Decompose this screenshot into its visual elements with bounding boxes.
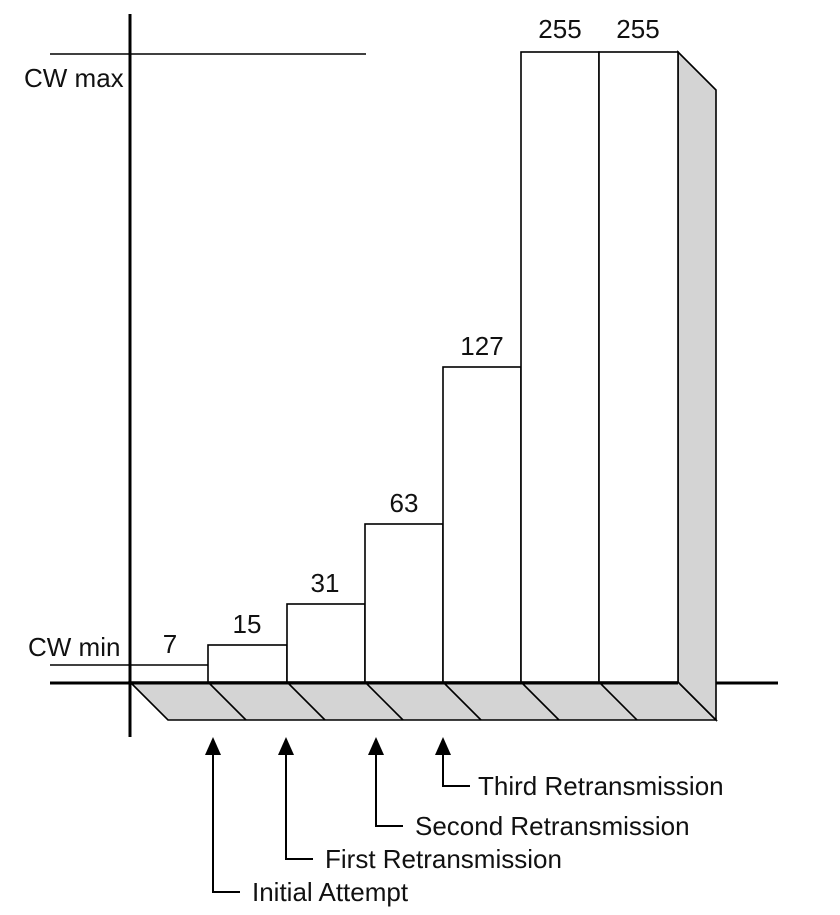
cw-max-label: CW max bbox=[24, 63, 124, 93]
callout-first-retransmission: First Retransmission bbox=[325, 844, 562, 874]
bar-value-label: 127 bbox=[460, 331, 503, 361]
arrow-initial-attempt bbox=[205, 737, 240, 893]
callout-third-retransmission: Third Retransmission bbox=[478, 771, 724, 801]
floor-slab bbox=[128, 681, 718, 721]
floor-divider bbox=[364, 681, 404, 721]
bar-255-b bbox=[598, 51, 679, 683]
floor-divider bbox=[442, 681, 482, 721]
arrow-first-retransmission bbox=[278, 737, 313, 860]
arrow-third-retransmission bbox=[435, 737, 470, 787]
floor-divider bbox=[520, 681, 560, 721]
bar-value-label: 255 bbox=[616, 14, 659, 44]
arrow-leader bbox=[285, 755, 313, 860]
bar-63 bbox=[364, 523, 444, 683]
arrow-head-icon bbox=[368, 737, 384, 755]
bar-127 bbox=[442, 366, 522, 683]
arrow-leader bbox=[442, 755, 470, 787]
arrow-leader bbox=[212, 755, 240, 893]
bar-value-label: 255 bbox=[538, 14, 581, 44]
arrow-leader bbox=[375, 755, 403, 827]
bar-value-label: 7 bbox=[163, 629, 177, 659]
cw-min-label: CW min bbox=[28, 632, 120, 662]
floor-divider bbox=[286, 681, 326, 721]
callout-initial-attempt: Initial Attempt bbox=[252, 877, 409, 907]
callout-second-retransmission: Second Retransmission bbox=[415, 811, 690, 841]
bar-side-face bbox=[677, 50, 717, 722]
arrow-second-retransmission bbox=[368, 737, 403, 827]
floor-divider bbox=[598, 681, 638, 721]
arrow-head-icon bbox=[435, 737, 451, 755]
bar-15 bbox=[207, 644, 288, 683]
arrow-head-icon bbox=[278, 737, 294, 755]
arrow-head-icon bbox=[205, 737, 221, 755]
bar-value-label: 15 bbox=[233, 609, 262, 639]
bar-31 bbox=[286, 603, 366, 683]
floor-divider bbox=[207, 681, 247, 721]
bar-value-label: 63 bbox=[390, 488, 419, 518]
bar-value-label: 31 bbox=[311, 568, 340, 598]
bar-255-a bbox=[520, 51, 600, 683]
